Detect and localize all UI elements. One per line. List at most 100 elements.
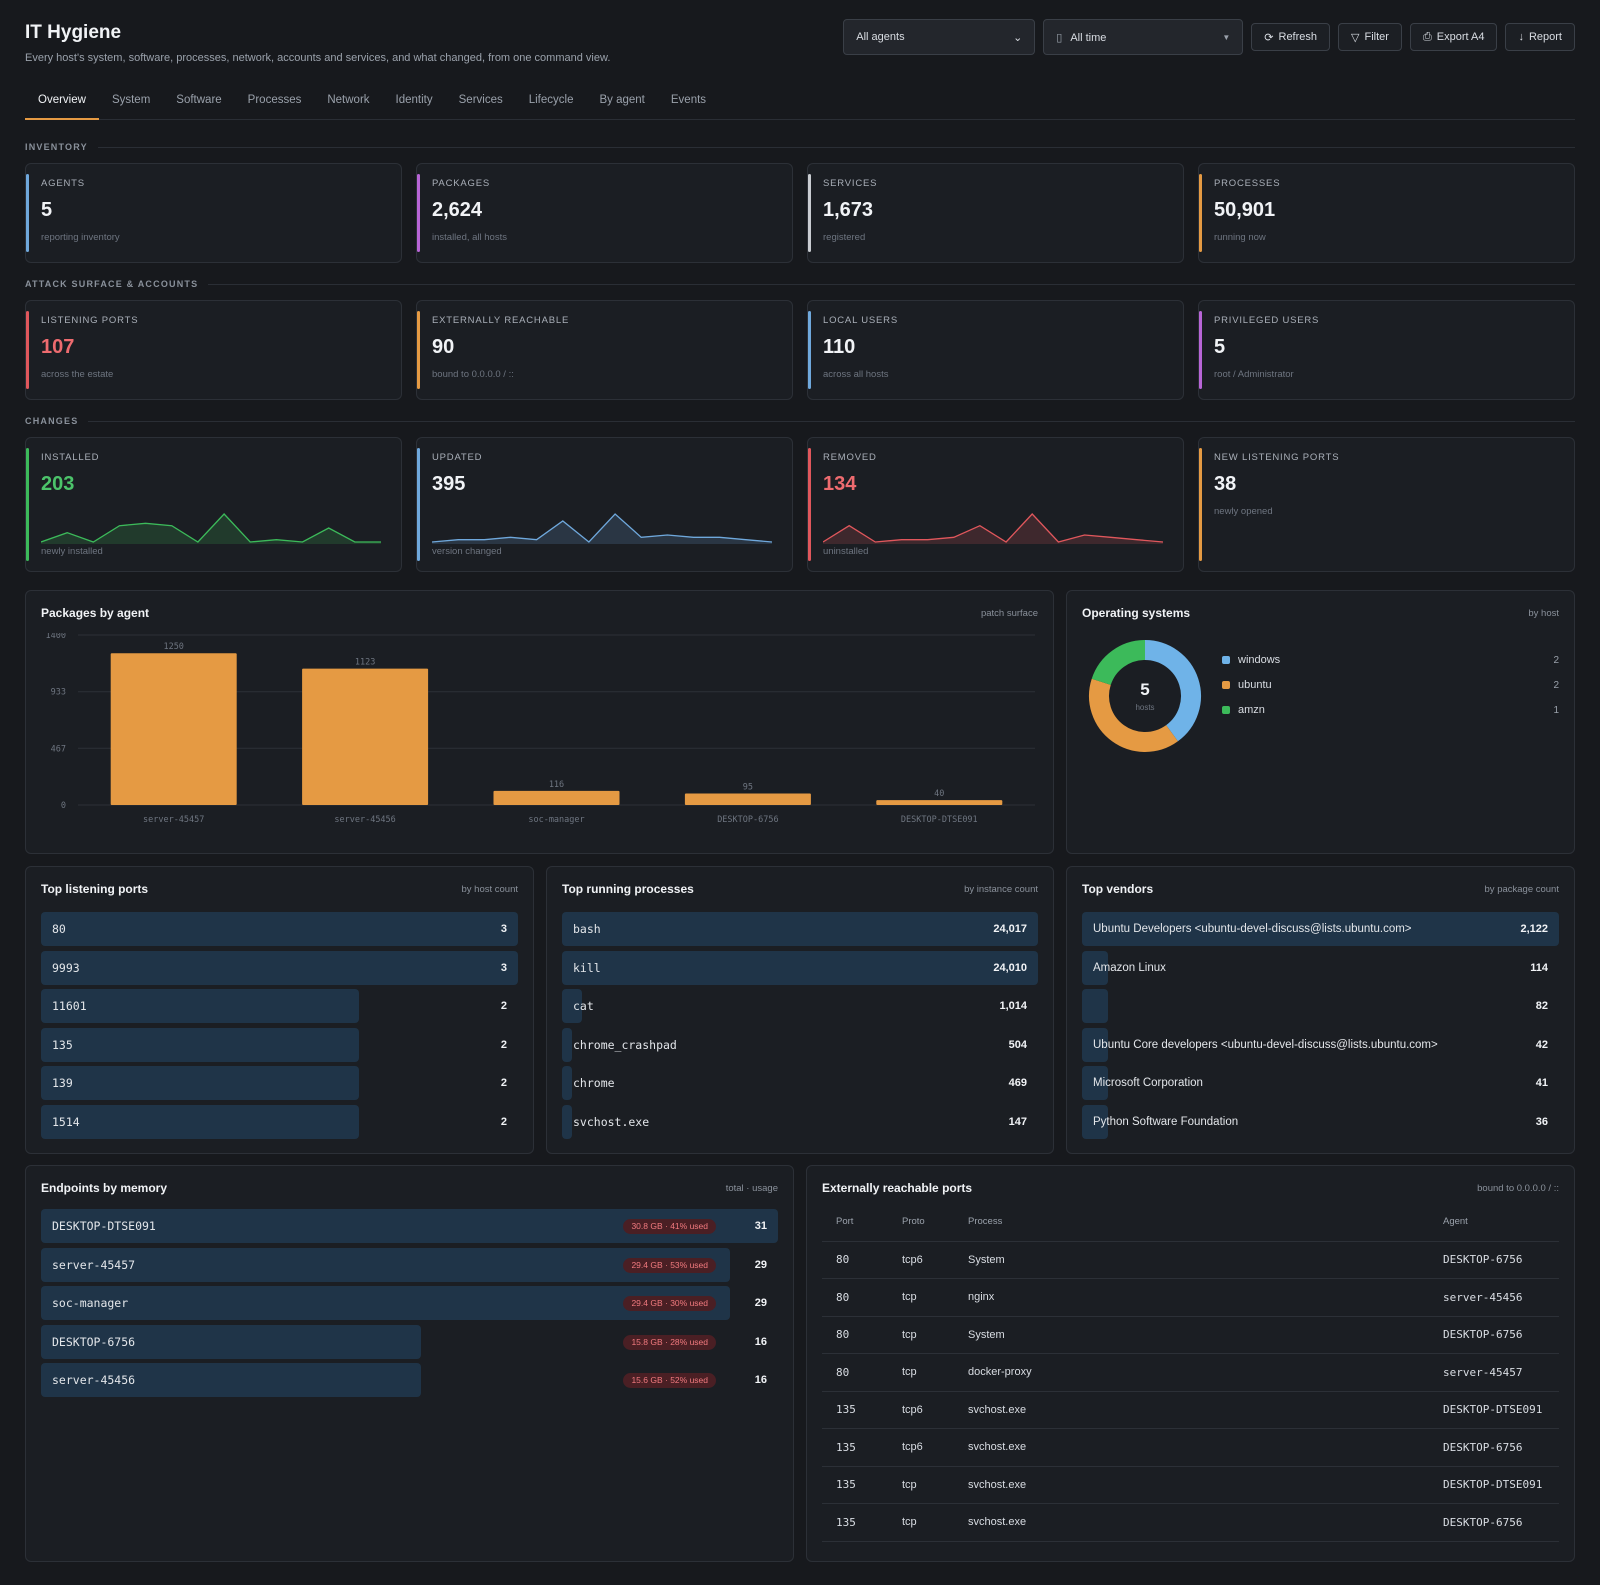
kpi-label: AGENTS <box>41 178 85 189</box>
kpi-card-removed[interactable]: REMOVED 134 uninstalled <box>807 437 1184 572</box>
list-item[interactable]: Python Software Foundation 36 <box>1082 1104 1559 1139</box>
export-button[interactable]: ⎙ Export A4 <box>1409 23 1498 51</box>
x-tick-label: DESKTOP-6756 <box>717 815 778 825</box>
list-item[interactable]: Amazon Linux 114 <box>1082 950 1559 985</box>
tab-services[interactable]: Services <box>458 94 503 106</box>
donut-slice-windows[interactable] <box>1144 640 1201 742</box>
item-count: 31 <box>754 1220 767 1232</box>
list-item[interactable]: Microsoft Corporation 41 <box>1082 1066 1559 1100</box>
kpi-label: EXTERNALLY REACHABLE <box>432 315 570 326</box>
table-row[interactable]: 80 tcp System DESKTOP-6756 <box>822 1316 1559 1354</box>
sparkline-line <box>823 513 1163 543</box>
table-row[interactable]: 135 tcp svchost.exe DESKTOP-DTSE091 <box>822 1466 1559 1504</box>
item-name: 11601 <box>52 999 87 1013</box>
list-item[interactable]: 82 <box>1082 989 1559 1023</box>
legend-item-windows[interactable]: windows 2 <box>1222 650 1559 670</box>
column-header-agent[interactable]: Agent <box>1429 1203 1559 1242</box>
tab-lifecycle[interactable]: Lifecycle <box>528 94 574 106</box>
legend-item-amzn[interactable]: amzn 1 <box>1222 700 1559 720</box>
tab-system[interactable]: System <box>111 94 151 106</box>
table-row[interactable]: 135 tcp6 svchost.exe DESKTOP-6756 <box>822 1428 1559 1467</box>
usage-badge: 29.4 GB · 53% used <box>623 1257 716 1273</box>
list-item[interactable]: bash 24,017 <box>562 912 1038 946</box>
column-header-process[interactable]: Process <box>954 1203 1429 1242</box>
table-row[interactable]: 80 tcp docker-proxy server-45457 <box>822 1353 1559 1392</box>
cell-agent: DESKTOP-DTSE091 <box>1429 1466 1559 1504</box>
table-row[interactable]: 135 tcp6 svchost.exe DESKTOP-DTSE091 <box>822 1391 1559 1429</box>
divider <box>208 283 1575 285</box>
list-item[interactable]: 80 3 <box>41 912 518 946</box>
kpi-card-agents[interactable]: AGENTS 5 reporting inventory <box>25 163 402 263</box>
divider <box>88 420 1575 422</box>
item-count: 2,122 <box>1520 923 1548 935</box>
tab-identity[interactable]: Identity <box>395 94 433 106</box>
kpi-card-new-listening-ports[interactable]: NEW LISTENING PORTS 38 newly opened <box>1198 437 1575 572</box>
table-row[interactable]: 80 tcp6 System DESKTOP-6756 <box>822 1241 1559 1279</box>
legend-item-ubuntu[interactable]: ubuntu 2 <box>1222 675 1559 695</box>
list-item[interactable]: server-45456 15.6 GB · 52% used 16 <box>41 1363 778 1397</box>
kpi-value: 1,673 <box>823 199 874 221</box>
kpi-label: REMOVED <box>823 452 877 463</box>
kpi-card-services[interactable]: SERVICES 1,673 registered <box>807 163 1184 263</box>
list-item[interactable]: kill 24,010 <box>562 950 1038 985</box>
tab-processes[interactable]: Processes <box>247 94 302 106</box>
os-panel: Operating systems by host 5 hosts window… <box>1066 590 1575 854</box>
cell-proto: tcp <box>888 1316 954 1354</box>
list-item[interactable]: 139 2 <box>41 1066 518 1100</box>
refresh-button[interactable]: ⟳ Refresh <box>1251 23 1331 51</box>
list-item[interactable]: DESKTOP-DTSE091 30.8 GB · 41% used 31 <box>41 1209 778 1243</box>
bar-server-45456[interactable] <box>302 668 429 805</box>
donut-slice-ubuntu[interactable] <box>1089 678 1178 752</box>
list-item[interactable]: 135 2 <box>41 1027 518 1062</box>
list-item[interactable]: svchost.exe 147 <box>562 1104 1038 1139</box>
list-item[interactable]: 11601 2 <box>41 989 518 1023</box>
filter-button[interactable]: ▽ Filter <box>1338 23 1402 51</box>
cell-port: 80 <box>822 1241 888 1279</box>
bar-soc-manager[interactable] <box>493 790 620 805</box>
kpi-card-processes[interactable]: PROCESSES 50,901 running now <box>1198 163 1575 263</box>
section-inventory: INVENTORY <box>25 140 1575 154</box>
list-item[interactable]: cat 1,014 <box>562 989 1038 1023</box>
usage-bar <box>41 1066 359 1100</box>
table-row[interactable]: 135 tcp svchost.exe DESKTOP-6756 <box>822 1503 1559 1542</box>
item-name: server-45457 <box>52 1257 136 1272</box>
table-row[interactable]: 80 tcp nginx server-45456 <box>822 1278 1559 1317</box>
list-item[interactable]: chrome 469 <box>562 1066 1038 1100</box>
item-count: 504 <box>1008 1038 1027 1051</box>
bar-DESKTOP-6756[interactable] <box>684 793 811 805</box>
list-item[interactable]: Ubuntu Developers <ubuntu-devel-discuss@… <box>1082 912 1559 946</box>
list-item[interactable]: DESKTOP-6756 15.8 GB · 28% used 16 <box>41 1324 778 1359</box>
kpi-card-installed[interactable]: INSTALLED 203 newly installed <box>25 437 402 572</box>
tab-events[interactable]: Events <box>670 94 707 106</box>
tab-network[interactable]: Network <box>327 94 370 106</box>
kpi-card-privileged-users[interactable]: PRIVILEGED USERS 5 root / Administrator <box>1198 300 1575 400</box>
column-header-proto[interactable]: Proto <box>888 1203 954 1242</box>
list-item[interactable]: 1514 2 <box>41 1104 518 1139</box>
time-range-select[interactable]: ▯ All time ▼ <box>1043 19 1244 55</box>
item-count: 29 <box>754 1258 767 1271</box>
report-button[interactable]: ↓ Report <box>1505 23 1575 51</box>
item-count: 24,010 <box>993 961 1027 974</box>
os-total: 5 <box>1140 680 1150 699</box>
kpi-card-externally-reachable[interactable]: EXTERNALLY REACHABLE 90 bound to 0.0.0.0 /… <box>416 300 793 400</box>
tab-overview[interactable]: Overview <box>25 80 99 120</box>
kpi-card-local-users[interactable]: LOCAL USERS 110 across all hosts <box>807 300 1184 400</box>
list-item[interactable]: Ubuntu Core developers <ubuntu-devel-dis… <box>1082 1027 1559 1062</box>
kpi-card-listening-ports[interactable]: LISTENING PORTS 107 across the estate <box>25 300 402 400</box>
agent-select[interactable]: All agents ⌄ <box>843 19 1036 55</box>
tab-software[interactable]: Software <box>176 94 222 106</box>
bar-DESKTOP-DTSE091[interactable] <box>876 800 1003 805</box>
top-ports-panel: Top listening ports by host count 80 3 999… <box>25 866 534 1154</box>
list-item[interactable]: server-45457 29.4 GB · 53% used 29 <box>41 1247 778 1282</box>
item-name: DESKTOP-DTSE091 <box>52 1219 156 1233</box>
list-item[interactable]: soc-manager 29.4 GB · 30% used 29 <box>41 1286 778 1320</box>
kpi-card-packages[interactable]: PACKAGES 2,624 installed, all hosts <box>416 163 793 263</box>
tab-by-agent[interactable]: By agent <box>599 94 645 106</box>
list-item[interactable]: chrome_crashpad 504 <box>562 1027 1038 1062</box>
bar-server-45457[interactable] <box>110 653 237 805</box>
list-item[interactable]: 9993 3 <box>41 950 518 985</box>
donut-slice-amzn[interactable] <box>1091 640 1146 686</box>
column-header-port[interactable]: Port <box>822 1203 888 1242</box>
kpi-card-updated[interactable]: UPDATED 395 version changed <box>416 437 793 572</box>
